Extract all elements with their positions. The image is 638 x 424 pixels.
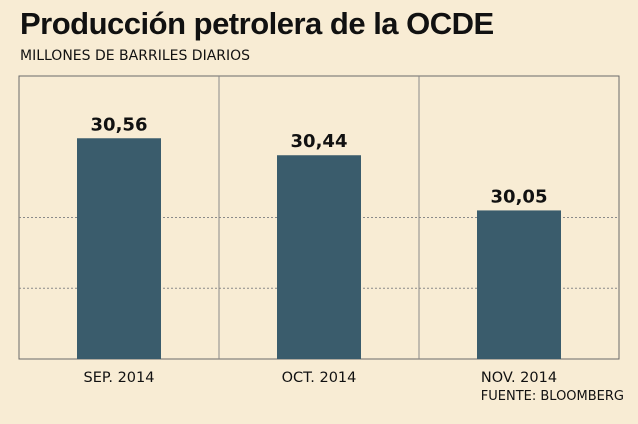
bar-1 — [77, 138, 161, 359]
x-tick-label-1: SEP. 2014 — [84, 370, 155, 386]
bar-3 — [477, 210, 561, 359]
chart-subtitle: MILLONES DE BARRILES DIARIOS — [20, 48, 251, 64]
data-label-1: 30,56 — [91, 114, 148, 135]
labels-layer: 30,56 SEP. 2014 30,44 OCT. 2014 30,05 NOV. 20… — [84, 114, 558, 386]
bar-2 — [277, 155, 361, 359]
source-note: FUENTE: BLOOMBERG — [480, 389, 624, 404]
data-label-2: 30,44 — [291, 131, 348, 152]
x-tick-label-2: OCT. 2014 — [282, 370, 357, 386]
chart-title: Producción petrolera de la OCDE — [20, 6, 494, 41]
data-label-3: 30,05 — [491, 186, 548, 207]
x-tick-label-3: NOV. 2014 — [481, 370, 557, 386]
bars-layer — [77, 138, 561, 359]
